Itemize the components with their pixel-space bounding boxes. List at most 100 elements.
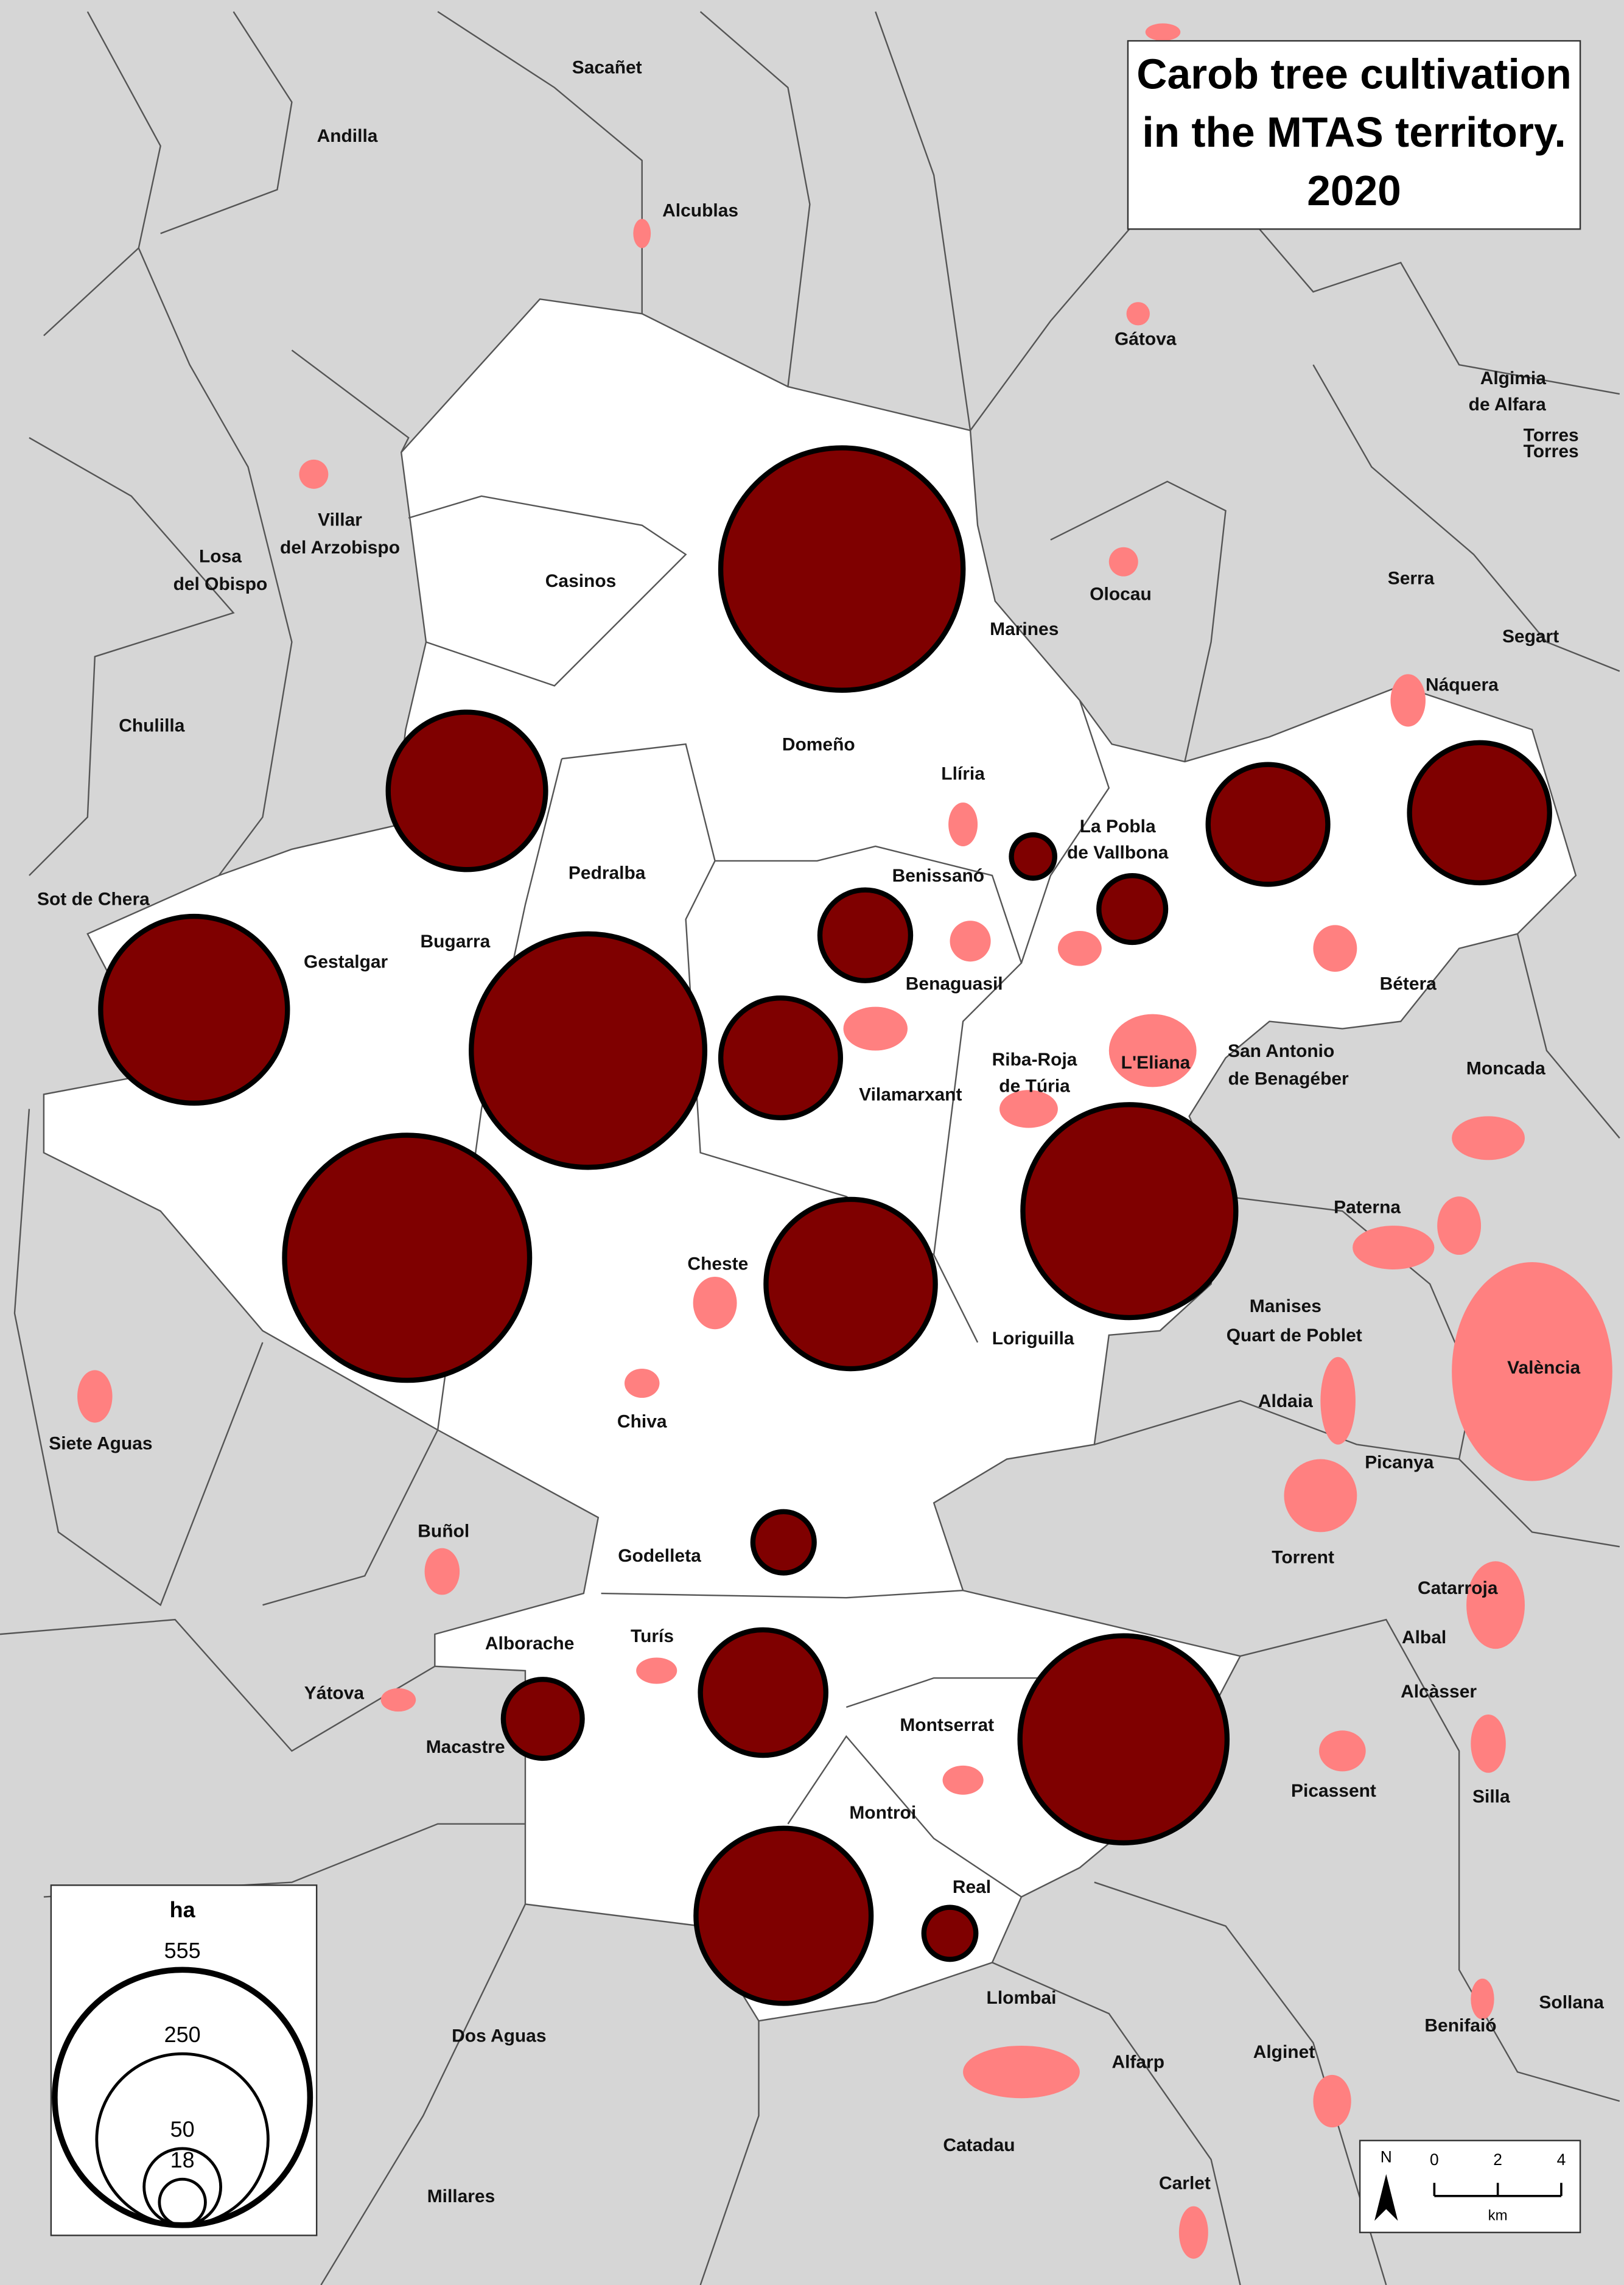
symbol-circle xyxy=(698,1627,828,1758)
place-label: La Pobla xyxy=(1080,816,1156,837)
place-label: de Túria xyxy=(999,1076,1070,1096)
place-label: Dos Aguas xyxy=(452,2026,546,2046)
north-arrow xyxy=(1374,2174,1398,2221)
place-label: del Obispo xyxy=(173,574,268,594)
place-label: Segart xyxy=(1502,627,1559,647)
place-label: Torrent xyxy=(1272,1547,1334,1567)
north-label: N xyxy=(1381,2147,1392,2166)
place-label: Algimia xyxy=(1480,368,1547,388)
place-label: Catadau xyxy=(943,2135,1015,2155)
place-label: Albal xyxy=(1402,1627,1446,1648)
place-label: Domeño xyxy=(782,735,855,755)
place-label: Sacañet xyxy=(572,58,642,78)
symbol-circle xyxy=(1020,1102,1239,1321)
place-label: L'Eliana xyxy=(1121,1053,1191,1073)
place-label: Carlet xyxy=(1159,2174,1211,2194)
place-label: del Arzobispo xyxy=(280,538,400,558)
symbol-circle xyxy=(282,1132,533,1383)
symbol-circle xyxy=(817,887,914,983)
place-label: Alborache xyxy=(485,1634,575,1654)
place-label: de Benagéber xyxy=(1228,1069,1349,1089)
urban-areas xyxy=(77,23,1612,2259)
symbol-circle xyxy=(469,931,708,1170)
place-label: Riba-Roja xyxy=(992,1050,1077,1070)
place-label: Silla xyxy=(1472,1786,1510,1806)
place-label: Villar xyxy=(318,510,362,530)
legend-circle xyxy=(158,2177,207,2227)
legend: 555 250 50 18 xyxy=(52,1938,313,2228)
place-label: Manises xyxy=(1250,1296,1321,1316)
place-label: Torres xyxy=(1524,425,1579,445)
legend-label: 18 xyxy=(170,2147,195,2172)
place-label: de Alfara xyxy=(1469,395,1546,415)
place-label: San Antonio xyxy=(1228,1041,1334,1061)
place-label: Andilla xyxy=(317,126,378,146)
place-label: Sollana xyxy=(1539,1992,1604,2012)
place-label: Cheste xyxy=(687,1254,748,1274)
place-labels: Sacañet Andilla Alcublas Gátova Algimia de Al… xyxy=(37,58,1604,2207)
place-label: Montserrat xyxy=(900,1715,994,1735)
legend-label: 50 xyxy=(170,2117,195,2142)
place-label: Moncada xyxy=(1466,1059,1545,1079)
place-label: Bétera xyxy=(1380,974,1437,994)
symbol-circle xyxy=(693,1825,874,2006)
place-label: Llombai xyxy=(987,1988,1057,2008)
place-label: Torres xyxy=(1524,441,1579,462)
scale-bar: 0 2 4 km xyxy=(1430,2150,1566,2224)
title-line: in the MTAS territory. xyxy=(1142,108,1566,156)
title-line: Carob tree cultivation xyxy=(1136,50,1572,97)
place-label: Yátova xyxy=(304,1683,365,1703)
place-label: Millares xyxy=(427,2186,495,2206)
place-label: Buñol xyxy=(418,1521,469,1541)
place-label: Turís xyxy=(631,1626,674,1646)
place-label: Sot de Chera xyxy=(37,890,150,910)
place-label: Benissanó xyxy=(892,866,985,886)
legend-title: ha xyxy=(170,1897,196,1922)
place-label: Alginet xyxy=(1253,2042,1315,2062)
title-line: 2020 xyxy=(1307,167,1401,214)
place-label: Náquera xyxy=(1426,675,1499,695)
symbol-circle xyxy=(750,1509,817,1576)
place-label: Chulilla xyxy=(119,715,185,735)
legend-label: 555 xyxy=(164,1938,201,1963)
place-label: Aldaia xyxy=(1258,1391,1313,1411)
place-label: Gátova xyxy=(1115,329,1177,349)
place-label: Real xyxy=(953,1877,991,1897)
place-label: Alfarp xyxy=(1111,2052,1164,2073)
symbol-circle xyxy=(763,1196,938,1372)
title-box xyxy=(1127,40,1581,230)
place-label: València xyxy=(1507,1358,1580,1378)
place-label: Vilamarxant xyxy=(859,1085,962,1105)
place-label: Benaguasil xyxy=(906,974,1003,994)
symbol-circle xyxy=(1205,762,1331,887)
symbol-circle xyxy=(1009,832,1057,881)
scale-tick-label: 4 xyxy=(1557,2150,1566,2169)
place-label: Catarroja xyxy=(1418,1578,1498,1598)
proportional-circles xyxy=(98,445,1552,2006)
legend-label: 250 xyxy=(164,2022,201,2047)
place-label: Casinos xyxy=(545,571,617,591)
symbol-circle xyxy=(385,709,548,872)
place-label: Quart de Poblet xyxy=(1227,1325,1362,1346)
symbol-circle xyxy=(921,1904,979,1962)
place-label: Godelleta xyxy=(618,1546,701,1566)
symbol-circle xyxy=(1096,872,1169,946)
scale-box xyxy=(1359,2139,1581,2233)
scale-tick-label: 0 xyxy=(1430,2150,1439,2169)
scale-tick-label: 2 xyxy=(1493,2150,1502,2169)
place-label: Montroi xyxy=(849,1803,916,1823)
place-label: Loriguilla xyxy=(992,1329,1074,1349)
place-label: Pedralba xyxy=(569,863,646,883)
symbol-circle xyxy=(98,913,290,1106)
place-label: Benifaió xyxy=(1424,2016,1496,2036)
place-label: Losa xyxy=(199,546,242,566)
place-label: Gestalgar xyxy=(304,952,388,972)
place-label: Paterna xyxy=(1334,1197,1401,1217)
symbol-circle xyxy=(718,445,966,693)
place-label: de Vallbona xyxy=(1067,843,1169,863)
symbol-circle xyxy=(500,1677,585,1761)
place-label: Alcàsser xyxy=(1401,1682,1477,1702)
place-label: Olocau xyxy=(1090,584,1152,605)
